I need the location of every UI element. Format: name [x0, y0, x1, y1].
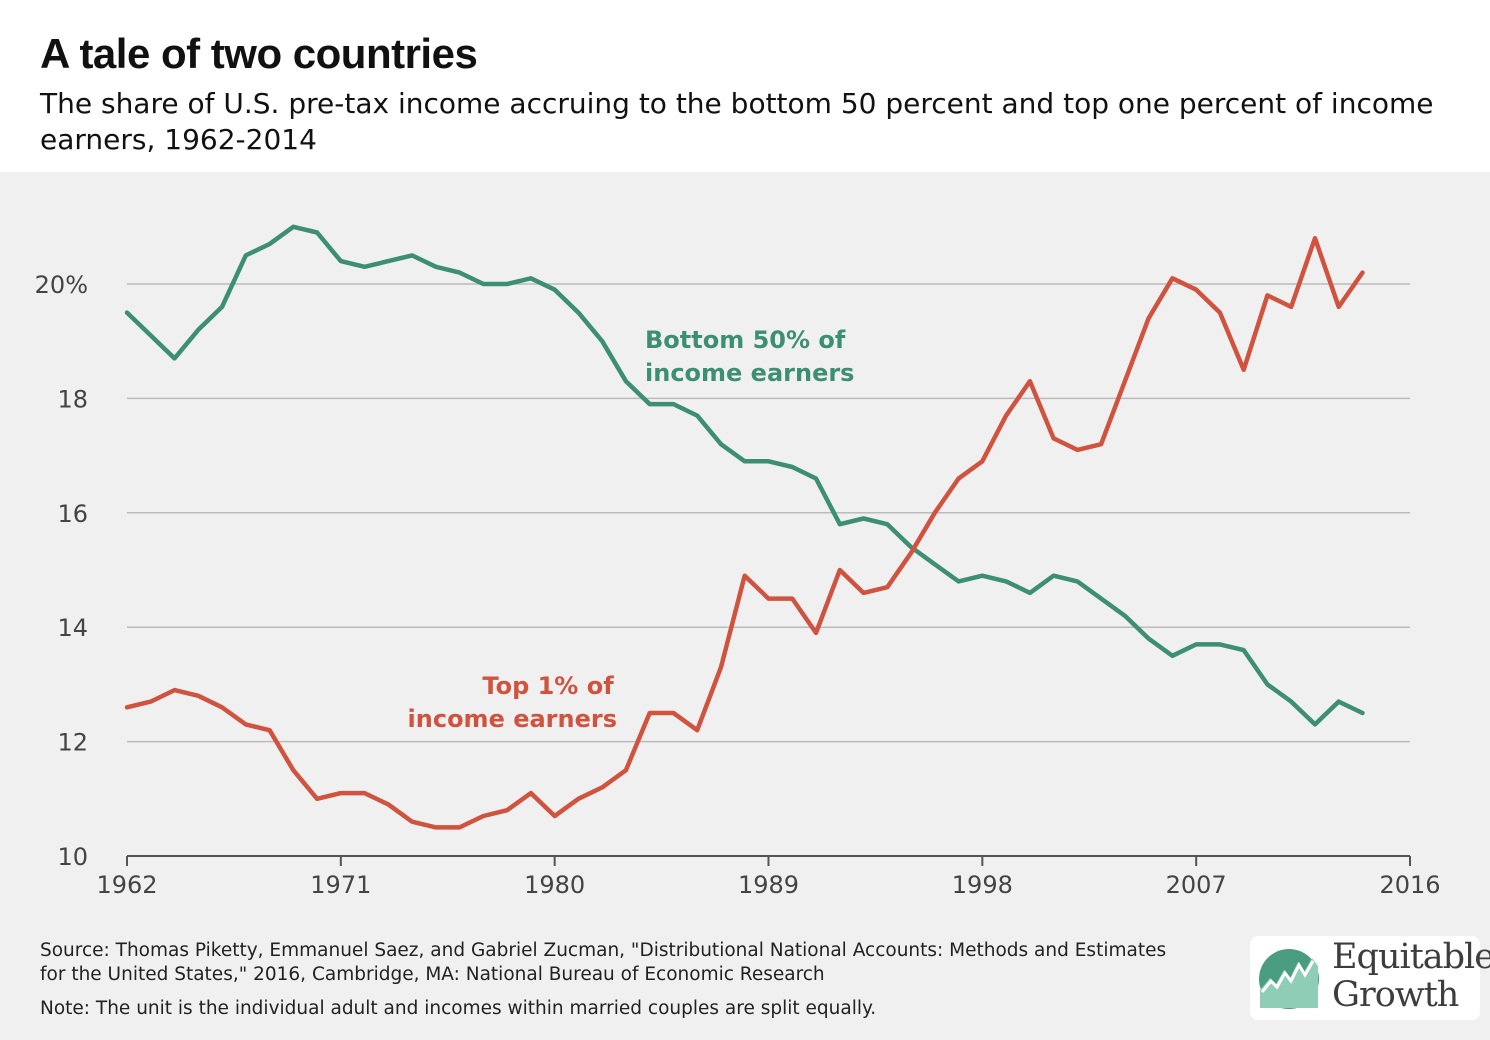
- header: A tale of two countries The share of U.S…: [0, 0, 1490, 172]
- y-tick-label: 12: [57, 729, 88, 757]
- series-line-top1: [124, 235, 1365, 830]
- series-label-top1-line2: income earners: [408, 705, 617, 733]
- series-line-bottom50: [124, 224, 1365, 727]
- axes: 10 12 14 16 18 20% 1962 1971 1980 1989 1998 2007 201…: [35, 271, 1441, 899]
- x-tick-label: 1998: [952, 871, 1013, 899]
- x-tick-label: 1989: [738, 871, 799, 899]
- logo-line2: Growth: [1332, 975, 1459, 1015]
- chart-subtitle: The share of U.S. pre-tax income accruin…: [40, 87, 1434, 156]
- series-lines: [124, 224, 1365, 830]
- x-tick-label: 1971: [310, 871, 371, 899]
- series-label-top1-line1: Top 1% of: [482, 672, 614, 700]
- series-label-bottom50: Bottom 50% of income earners: [645, 326, 854, 387]
- equitable-growth-logo: Equitable Growth: [1250, 936, 1490, 1020]
- x-tick-label: 2007: [1166, 871, 1227, 899]
- chart-title: A tale of two countries: [40, 30, 478, 77]
- logo-line1: Equitable: [1332, 937, 1490, 977]
- logo-wordmark: Equitable Growth: [1332, 937, 1490, 1015]
- series-label-top1: Top 1% of income earners: [408, 672, 622, 733]
- unit-note: Note: The unit is the individual adult a…: [40, 998, 877, 1019]
- growth-chart-icon: [1259, 949, 1319, 1009]
- chart-panel: [0, 172, 1490, 1040]
- x-tick-label: 1980: [524, 871, 585, 899]
- y-tick-label: 16: [57, 500, 88, 528]
- source-note: Source: Thomas Piketty, Emmanuel Saez, a…: [40, 940, 1167, 985]
- series-labels: Bottom 50% of income earners Top 1% of i…: [408, 326, 855, 733]
- y-tick-label: 18: [57, 385, 88, 413]
- y-tick-label: 10: [57, 843, 88, 871]
- gridlines: [127, 283, 1410, 743]
- y-tick-label: 20%: [35, 271, 88, 299]
- y-tick-label: 14: [57, 614, 88, 642]
- series-label-bottom50-line1: Bottom 50% of: [645, 326, 846, 354]
- x-tick-label: 1962: [96, 871, 157, 899]
- series-label-bottom50-line2: income earners: [645, 359, 854, 387]
- x-tick-label: 2016: [1379, 871, 1440, 899]
